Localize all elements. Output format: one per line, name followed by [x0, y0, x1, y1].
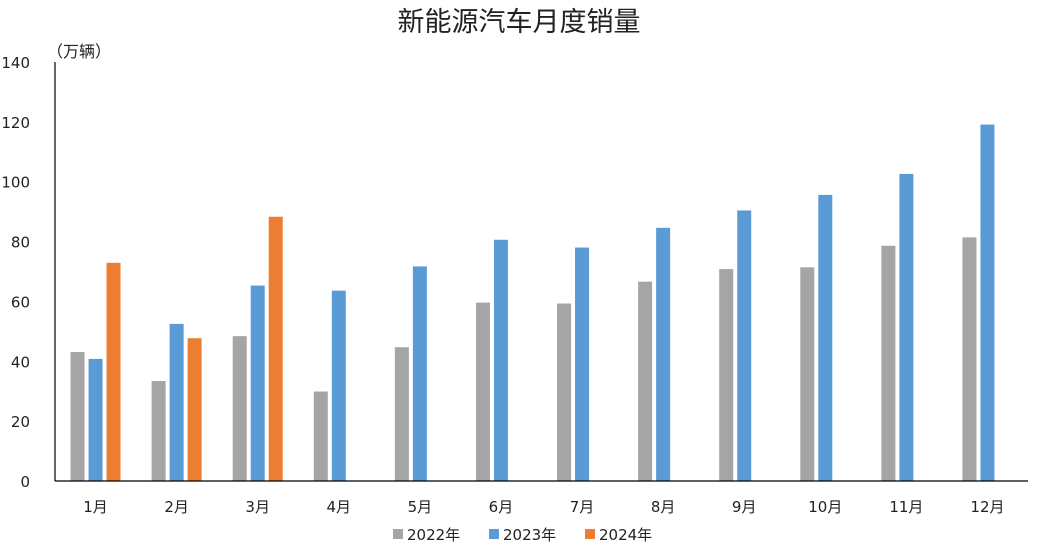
legend-label: 2024年	[599, 526, 652, 544]
x-tick-label: 10月	[808, 498, 842, 516]
bar-2024年-3月	[268, 216, 283, 481]
bar-2022年-9月	[719, 269, 734, 481]
bar-2023年-9月	[737, 210, 752, 481]
bars-group	[70, 124, 995, 481]
bar-2023年-8月	[656, 227, 671, 481]
chart-title: 新能源汽车月度销量	[398, 7, 641, 38]
x-tick-label: 5月	[408, 498, 433, 516]
x-tick-label: 8月	[651, 498, 676, 516]
y-tick-label: 60	[11, 293, 30, 311]
bar-2022年-10月	[800, 267, 815, 481]
y-axis: 0 20 40 60 80 100 120 140	[1, 54, 30, 491]
bar-2023年-12月	[980, 124, 995, 481]
x-axis-labels: 1月 2月 3月 4月 5月 6月 7月 8月 9月 10月 11月 12月	[83, 498, 1004, 516]
legend: 2022年 2023年 2024年	[393, 526, 652, 544]
y-tick-label: 20	[11, 413, 30, 431]
bar-2022年-11月	[881, 245, 896, 481]
y-tick-label: 140	[1, 54, 30, 72]
legend-label: 2022年	[407, 526, 460, 544]
bar-2023年-3月	[250, 285, 265, 481]
legend-label: 2023年	[503, 526, 556, 544]
x-tick-label: 6月	[489, 498, 514, 516]
bar-2023年-7月	[575, 247, 590, 481]
bar-2022年-7月	[557, 303, 572, 481]
bar-2023年-4月	[331, 290, 346, 481]
x-tick-label: 11月	[889, 498, 923, 516]
bar-2023年-1月	[88, 358, 103, 481]
x-tick-label: 3月	[245, 498, 270, 516]
bar-2022年-3月	[232, 336, 247, 481]
bar-2023年-10月	[818, 194, 833, 481]
x-tick-label: 9月	[732, 498, 757, 516]
x-tick-label: 12月	[970, 498, 1004, 516]
bar-2022年-2月	[151, 381, 166, 481]
x-tick-label: 7月	[570, 498, 595, 516]
legend-swatch-2024年	[585, 529, 595, 539]
x-tick-label: 2月	[164, 498, 189, 516]
y-tick-label: 100	[1, 174, 30, 192]
y-tick-label: 80	[11, 234, 30, 252]
bar-2022年-12月	[962, 237, 977, 481]
bar-2022年-4月	[313, 391, 328, 481]
legend-swatch-2022年	[393, 529, 403, 539]
unit-label: （万辆）	[47, 42, 111, 61]
bar-2022年-6月	[475, 302, 490, 481]
bar-2022年-1月	[70, 352, 85, 481]
bar-2023年-5月	[412, 266, 427, 481]
bar-2022年-5月	[394, 347, 409, 481]
x-tick-label: 4月	[327, 498, 352, 516]
bar-2024年-1月	[106, 262, 121, 481]
bar-2024年-2月	[187, 338, 202, 481]
bar-2023年-11月	[899, 173, 914, 481]
y-tick-label: 120	[1, 114, 30, 132]
y-tick-label: 40	[11, 353, 30, 371]
bar-2022年-8月	[638, 281, 653, 481]
y-tick-label: 0	[20, 473, 30, 491]
bar-2023年-6月	[493, 239, 508, 481]
x-tick-label: 1月	[83, 498, 108, 516]
legend-swatch-2023年	[489, 529, 499, 539]
bar-2023年-2月	[169, 323, 184, 481]
